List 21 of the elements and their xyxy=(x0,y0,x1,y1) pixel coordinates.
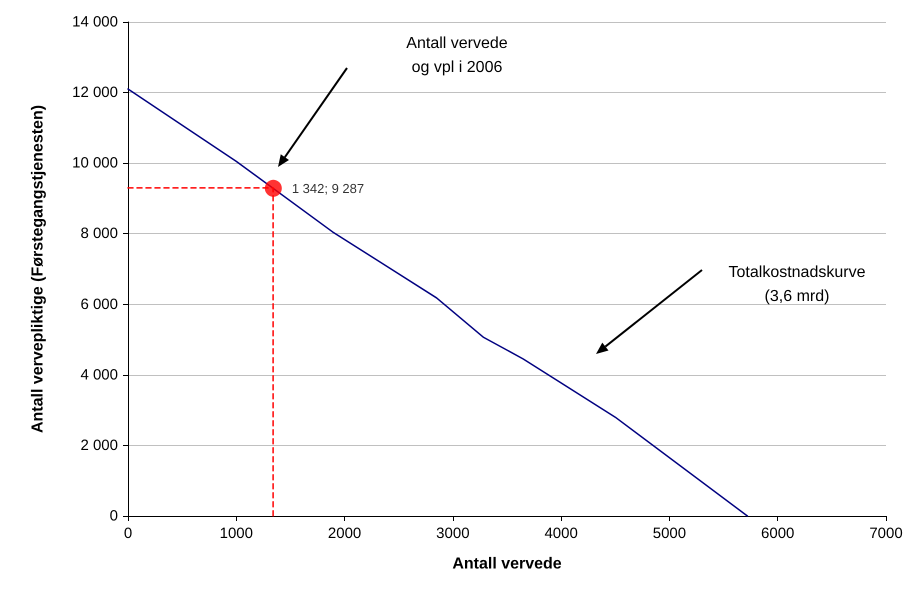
x-tick-label: 5000 xyxy=(652,525,686,542)
x-axis-title: Antall vervede xyxy=(452,556,562,572)
x-tick-label: 0 xyxy=(124,525,132,542)
x-tick-label: 2000 xyxy=(328,525,362,542)
x-tick-label: 7000 xyxy=(869,525,903,542)
y-axis-title: Antall vervepliktige (Førstegangstjenesten) xyxy=(30,104,46,434)
y-tick-label: 10 000 xyxy=(72,154,118,172)
y-tick-label: 6 000 xyxy=(80,296,118,313)
y-tick-label: 4 000 xyxy=(80,366,118,384)
y-tick-label: 8 000 xyxy=(80,225,118,242)
y-tick-label: 0 xyxy=(110,508,118,524)
y-tick-label: 2 000 xyxy=(80,436,118,454)
x-tick-label: 4000 xyxy=(544,525,578,542)
annotation: Antall vervede og vpl i 2006 xyxy=(406,35,508,76)
y-tick-label: 12 000 xyxy=(72,84,118,102)
x-tick-label: 6000 xyxy=(761,525,794,542)
x-tick-label: 3000 xyxy=(436,525,470,542)
x-tick-label: 1000 xyxy=(220,525,253,542)
y-tick-label: 14 000 xyxy=(72,14,118,30)
data-label: 1 342; 9 287 xyxy=(292,180,364,196)
annotation: Totalkostnadskurve (3,6 mrd) xyxy=(728,264,866,305)
